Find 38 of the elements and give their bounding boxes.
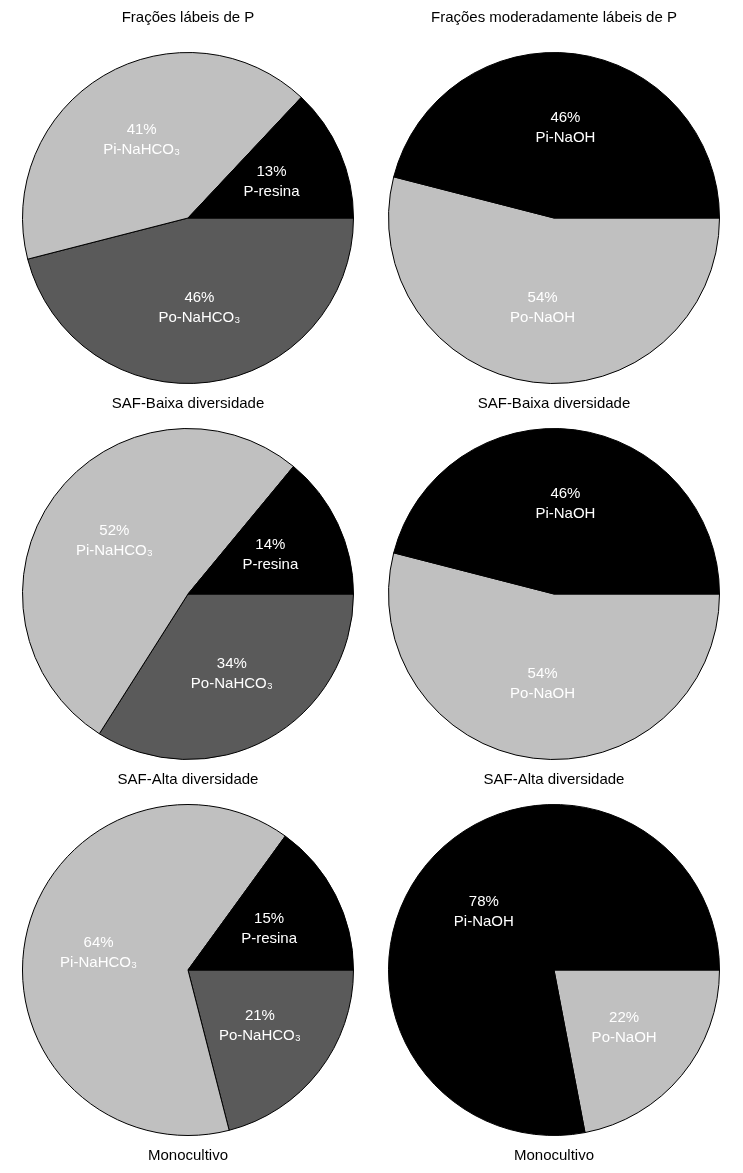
slice-label: Pi-NaHCO₃ xyxy=(75,540,153,558)
data-label: 52% xyxy=(99,520,130,538)
data-label: 15% xyxy=(254,908,285,926)
slice-label: Po-NaOH xyxy=(510,684,576,702)
text: Monocultivo xyxy=(147,1146,229,1165)
data-label: 13% xyxy=(256,161,287,179)
data-label: 34% xyxy=(216,653,247,671)
text: SAF-Baixa diversidade xyxy=(477,394,631,413)
slice-label: Pi-NaHCO₃ xyxy=(103,139,181,157)
slice-label: Pi-NaOH xyxy=(535,127,596,145)
slice-label: Po-NaOH xyxy=(510,308,576,326)
slice-label: Pi-NaHCO₃ xyxy=(60,953,138,971)
data-label: 14% xyxy=(255,535,286,553)
slice-label: Pi-NaOH xyxy=(453,912,514,930)
slice-label: P-resina xyxy=(243,181,301,199)
data-label: 64% xyxy=(83,933,114,951)
slice-label: P-resina xyxy=(241,928,298,946)
data-label: 46% xyxy=(184,288,215,306)
data-label: 41% xyxy=(126,119,157,137)
text: SAF-Alta diversidade xyxy=(483,770,625,789)
data-label: 46% xyxy=(550,483,581,501)
text: SAF-Baixa diversidade xyxy=(111,394,265,413)
slice-label: P-resina xyxy=(242,555,299,573)
data-label: 54% xyxy=(527,664,558,682)
slice-label: Pi-NaOH xyxy=(535,503,596,521)
slice-label: Po-NaHCO₃ xyxy=(218,1025,301,1043)
data-label: 54% xyxy=(527,288,558,306)
chart-title: Frações lábeis de P xyxy=(121,8,255,27)
text: Monocultivo xyxy=(513,1146,595,1165)
text: SAF-Alta diversidade xyxy=(117,770,259,789)
chart-title: Frações moderadamente lábeis de P xyxy=(431,8,677,27)
slice-label: Po-NaHCO₃ xyxy=(158,308,241,326)
slice-label: Po-NaOH xyxy=(591,1028,657,1046)
data-label: 21% xyxy=(244,1005,275,1023)
slice-label: Po-NaHCO₃ xyxy=(190,673,273,691)
data-label: 22% xyxy=(609,1008,640,1026)
data-label: 46% xyxy=(550,107,581,125)
data-label: 78% xyxy=(468,892,499,910)
